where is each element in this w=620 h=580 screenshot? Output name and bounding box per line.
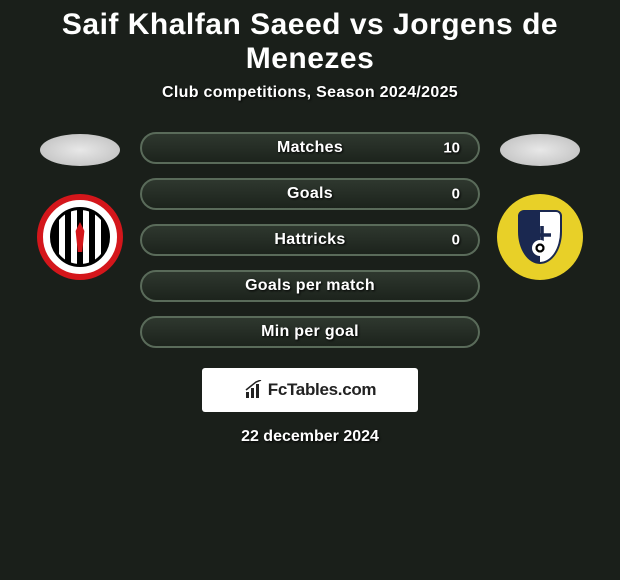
stat-value-right: 0: [452, 186, 460, 203]
stat-label: Goals per match: [245, 277, 375, 295]
inter-zapresic-badge-icon: [518, 210, 562, 264]
stats-column: Matches 10 Goals 0 Hattricks 0 Goals per…: [140, 132, 480, 348]
page-title: Saif Khalfan Saeed vs Jorgens de Menezes: [0, 8, 620, 76]
comparison-card: Saif Khalfan Saeed vs Jorgens de Menezes…: [0, 0, 620, 446]
bar-chart-icon: [244, 380, 264, 400]
right-side: [480, 132, 600, 280]
stat-label: Min per goal: [261, 323, 359, 341]
main-row: Matches 10 Goals 0 Hattricks 0 Goals per…: [0, 132, 620, 348]
stat-value-right: 10: [443, 140, 460, 157]
player-avatar-right: [500, 134, 580, 166]
stat-row-hattricks: Hattricks 0: [140, 224, 480, 256]
brand-badge[interactable]: FcTables.com: [202, 368, 418, 412]
stat-label: Goals: [287, 185, 333, 203]
club-badge-left: [37, 194, 123, 280]
stat-row-min-per-goal: Min per goal: [140, 316, 480, 348]
stat-row-goals: Goals 0: [140, 178, 480, 210]
club-badge-right: [497, 194, 583, 280]
footer-date: 22 december 2024: [241, 428, 379, 446]
stat-row-goals-per-match: Goals per match: [140, 270, 480, 302]
brand-text: FcTables.com: [268, 380, 377, 400]
subtitle: Club competitions, Season 2024/2025: [162, 84, 458, 102]
stat-value-right: 0: [452, 232, 460, 249]
stat-label: Hattricks: [274, 231, 345, 249]
stat-row-matches: Matches 10: [140, 132, 480, 164]
player-avatar-left: [40, 134, 120, 166]
left-side: [20, 132, 140, 280]
stat-label: Matches: [277, 139, 343, 157]
al-jazira-badge-icon: [50, 207, 110, 267]
